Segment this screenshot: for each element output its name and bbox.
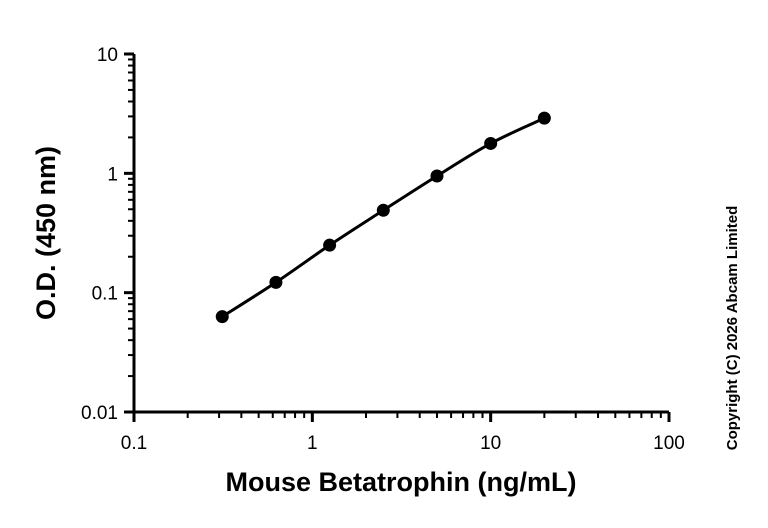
data-point — [484, 136, 498, 150]
series — [215, 111, 551, 324]
data-point — [537, 111, 551, 125]
fit-curve — [221, 116, 545, 318]
data-point — [376, 203, 390, 217]
y-tick-label: 1 — [107, 164, 118, 185]
x-tick-label: 10 — [480, 433, 501, 454]
x-tick-label: 1 — [307, 433, 318, 454]
y-axis-title: O.D. (450 nm) — [31, 146, 61, 320]
x-tick-label: 100 — [653, 433, 685, 454]
data-point — [215, 310, 229, 324]
y-tick-label: 0.1 — [92, 284, 118, 305]
copyright-notice: Copyright (C) 2026 Abcam Limited — [724, 206, 741, 450]
y-tick-label: 0.01 — [81, 403, 118, 424]
axes — [132, 54, 669, 414]
y-tick-label: 10 — [97, 45, 118, 66]
data-point — [269, 275, 283, 289]
data-point — [430, 169, 444, 183]
x-axis-title: Mouse Betatrophin (ng/mL) — [226, 467, 577, 497]
data-point — [323, 238, 337, 252]
x-tick-label: 0.1 — [121, 433, 147, 454]
